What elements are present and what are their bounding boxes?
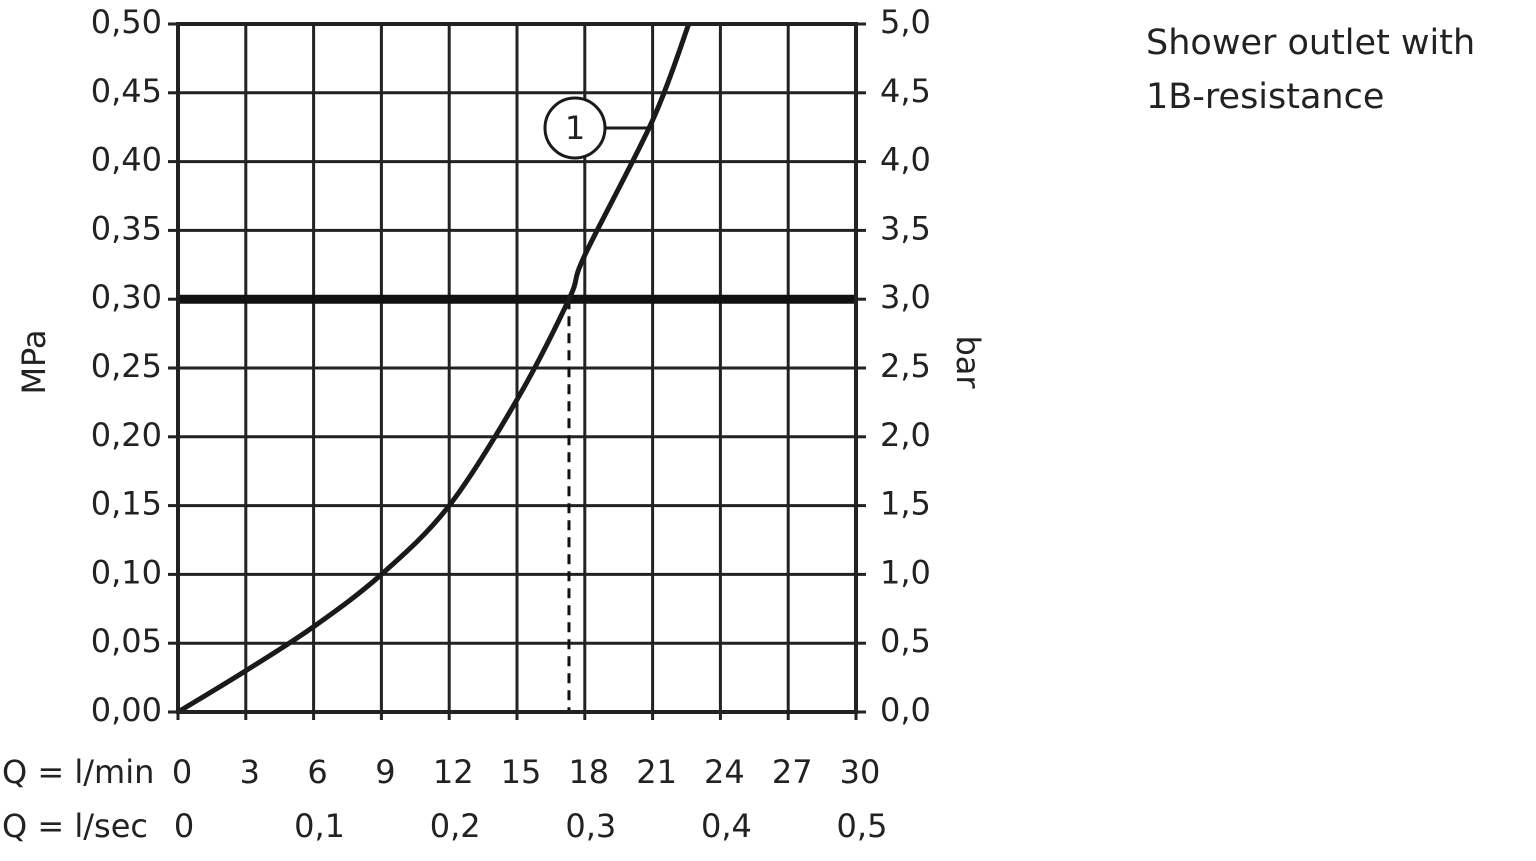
y2-tick-label: 4,0 [880,141,931,179]
curve [176,23,692,715]
y-tick-label: 0,25 [91,347,162,385]
x2-tick-label: 0,1 [294,807,345,845]
y2-tick-label: 0,5 [880,622,931,660]
x-tick-label: 3 [240,753,260,791]
x-tick-label: 30 [840,753,881,791]
y-tick-label: 0,45 [91,72,162,110]
y-tick-label: 0,50 [91,3,162,41]
y-tick-label: 0,30 [91,278,162,316]
x-tick-label: 21 [636,753,677,791]
x-tick-label: 18 [568,753,609,791]
series-name: 1 [565,109,585,147]
y2-tick-label: 2,5 [880,347,931,385]
x-tick-label: 0 [172,753,192,791]
y2-tick-label: 2,0 [880,416,931,454]
chart-title: Shower outlet with 1B-resistance [1146,23,1476,117]
y2-tick-label: 1,0 [880,553,931,591]
chart: MPa bar Q = l/min Q = l/sec 0,000,050,10… [2,3,987,845]
x-tick-label: 12 [433,753,474,791]
x2-tick-label: 0,5 [837,807,888,845]
y-tick-label: 0,40 [91,141,162,179]
y2-axis-label: bar [949,335,987,389]
x-axis-label: Q = l/min [2,753,154,791]
x2-tick-label: 0,2 [430,807,481,845]
series-marker-circle [543,96,607,160]
x2-tick-label: 0 [174,807,194,845]
y-axis-label: MPa [15,329,53,394]
plot-frame [176,22,858,714]
y2-tick-label: 4,5 [880,72,931,110]
y2-tick-label: 1,5 [880,485,931,523]
x2-axis-label: Q = l/sec [2,807,148,845]
x2-tick-label: 0,4 [701,807,752,845]
y2-tick-label: 0,0 [880,691,931,729]
y-tick-label: 0,05 [91,622,162,660]
x-tick-label: 9 [375,753,395,791]
x-tick-label: 27 [772,753,813,791]
y2-tick-label: 3,0 [880,278,931,316]
x-tick-label: 6 [307,753,327,791]
y-tick-label: 0,10 [91,553,162,591]
y-tick-label: 0,15 [91,485,162,523]
x2-tick-label: 0,3 [565,807,616,845]
y-tick-label: 0,00 [91,691,162,729]
x-tick-label: 15 [501,753,542,791]
y-tick-label: 0,35 [91,209,162,247]
y-tick-label: 0,20 [91,416,162,454]
y2-tick-label: 3,5 [880,209,931,247]
y2-tick-label: 5,0 [880,3,931,41]
x-tick-label: 24 [704,753,745,791]
